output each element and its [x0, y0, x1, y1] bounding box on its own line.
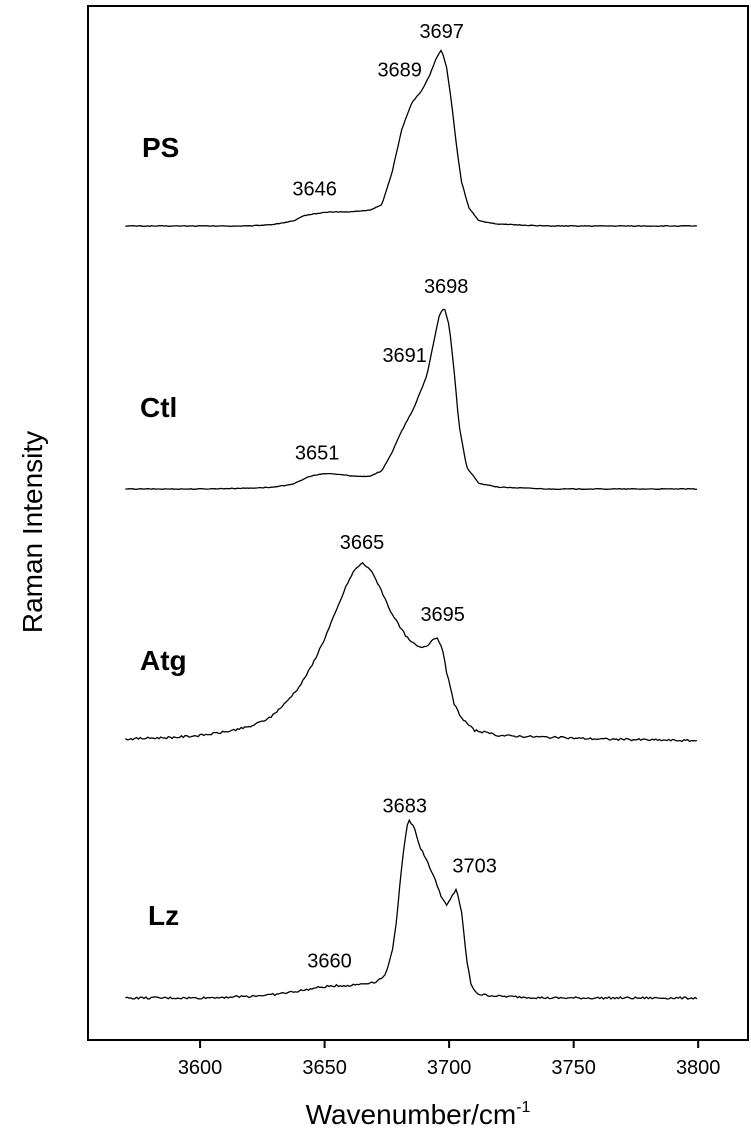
- series-label-ctl: Ctl: [140, 392, 177, 423]
- plot-frame: [87, 5, 749, 1041]
- x-tick-label: 3750: [551, 1057, 596, 1079]
- x-tick-label: 3700: [427, 1057, 472, 1079]
- series-label-atg: Atg: [140, 645, 187, 676]
- x-axis-title-main: Wavenumber/cm: [306, 1099, 517, 1130]
- series-line-lz: [125, 818, 698, 1000]
- peak-label: 3691: [382, 345, 427, 367]
- peak-label: 3665: [340, 532, 385, 554]
- x-axis-title: Wavenumber/cm-1: [306, 1099, 531, 1130]
- peak-label: 3689: [377, 60, 422, 82]
- x-axis-title-superscript: -1: [516, 1099, 530, 1116]
- peak-label: 3651: [295, 443, 340, 465]
- x-tick-label: 3600: [178, 1057, 223, 1079]
- peak-label: 3646: [292, 179, 337, 201]
- x-tick-label: 3650: [302, 1057, 347, 1079]
- series-line-atg: [125, 561, 698, 743]
- series-label-ps: PS: [142, 132, 179, 163]
- series-label-lz: Lz: [148, 900, 179, 931]
- series-line-ps: [125, 49, 697, 228]
- series-line-ctl: [125, 308, 697, 491]
- x-tick-label: 3800: [676, 1057, 721, 1079]
- x-axis-ticks: 3600 3650 3700 3750 3800: [178, 1040, 721, 1079]
- peak-label: 3697: [419, 21, 464, 43]
- peak-label: 3698: [424, 276, 469, 298]
- y-axis-title: Raman Intensity: [17, 431, 48, 633]
- peak-label: 3683: [383, 795, 428, 817]
- peak-label: 3703: [452, 855, 497, 877]
- peak-label: 3695: [420, 604, 465, 626]
- peak-label: 3660: [307, 951, 352, 973]
- series-layer: PS 3646 3689 3697 Ctl 3651 3691 3698 Atg 3665 3695…: [125, 21, 698, 1000]
